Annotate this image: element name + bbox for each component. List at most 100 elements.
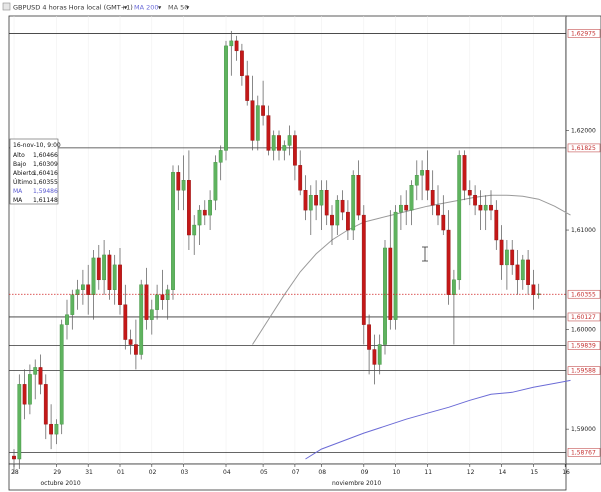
candle-body — [346, 211, 350, 231]
candle-body — [208, 199, 212, 216]
candle-body — [224, 45, 228, 151]
ma50-legend-label[interactable]: MA 50 — [168, 4, 188, 12]
candle-body — [308, 194, 313, 211]
info-box: 16-nov-10, 9:00 Alto 1,60466 Bajo 1,6030… — [9, 138, 61, 205]
candle-body — [80, 284, 85, 290]
candle — [494, 200, 499, 250]
candle — [436, 185, 440, 226]
info-value-ma200: 1,59486 — [33, 188, 58, 195]
candle — [192, 215, 197, 255]
candle-body — [436, 204, 440, 216]
candle — [483, 195, 488, 231]
candle — [181, 155, 186, 211]
price-tag-box — [567, 448, 601, 457]
candle — [208, 190, 212, 231]
candle — [54, 419, 59, 445]
candle-body — [54, 423, 59, 435]
candle — [165, 284, 170, 320]
price-tag-box — [567, 366, 601, 375]
date-axis: 28 29 31 01 02 03 04 05 07 08 09 10 11 12 14 15 16 octubr… — [11, 464, 570, 487]
price-tick-label: 1,62000 — [571, 127, 596, 134]
candle-body — [457, 155, 462, 281]
candle — [271, 130, 276, 161]
candle — [261, 80, 265, 126]
candle-body — [107, 254, 112, 290]
date-tick-label: 03 — [181, 469, 189, 476]
title-dropdown-icon[interactable]: ▾ — [124, 4, 128, 12]
candle-body — [531, 284, 536, 295]
candle — [383, 240, 387, 355]
price-tag-label: 1,58767 — [571, 449, 596, 456]
candle-body — [176, 172, 181, 191]
candle — [250, 75, 255, 151]
candle — [293, 130, 297, 181]
candle-body — [181, 180, 186, 191]
candle-body — [229, 40, 234, 47]
info-label-ma200: MA — [13, 188, 23, 195]
candle — [17, 374, 22, 469]
price-tags: 1,62975 1,61825 1,60355 1,60127 1,59839 1,595… — [567, 29, 601, 457]
candle-body — [33, 367, 38, 375]
candle-body — [239, 50, 244, 76]
candle-body — [303, 190, 308, 211]
candle — [59, 319, 64, 435]
info-value-ma50: 1,61148 — [33, 197, 58, 204]
candle-body — [65, 314, 69, 325]
candle-body — [102, 254, 107, 281]
candle-body — [165, 289, 170, 300]
info-value-alto: 1,60466 — [33, 152, 58, 159]
candle — [473, 185, 477, 216]
price-tick-label: 1,60000 — [571, 327, 596, 334]
candle — [505, 240, 509, 290]
candle — [314, 180, 318, 221]
candle-body — [22, 384, 27, 405]
candle — [330, 205, 334, 245]
candle-body — [12, 455, 16, 460]
candle-body — [425, 170, 430, 191]
chart-header: GBPUSD 4 horas Hora local (GMT+1) ▾ MA 2… — [2, 2, 190, 12]
ma50-dropdown-icon[interactable]: ▾ — [186, 4, 190, 12]
info-label-ma50: MA — [13, 197, 23, 204]
candle — [160, 269, 165, 310]
price-tag-box — [567, 312, 601, 322]
date-tick-label: 10 — [393, 469, 401, 476]
price-tag-label: 1,60127 — [571, 314, 596, 321]
candle — [86, 264, 91, 315]
candle — [367, 314, 371, 375]
candle-body — [319, 190, 324, 206]
gridlines — [13, 16, 566, 464]
candle-body — [520, 259, 525, 281]
candle-body — [393, 211, 398, 320]
candle-body — [70, 294, 75, 315]
candle-body — [420, 170, 424, 176]
candle-body — [271, 135, 276, 151]
date-tick-label: 09 — [361, 469, 369, 476]
candle — [33, 359, 38, 400]
candle-body — [430, 190, 435, 206]
price-tick-label: 1,59000 — [571, 426, 596, 433]
price-tag-label: 1,60355 — [571, 291, 596, 298]
instrument-swatch — [2, 2, 11, 11]
candle-body — [91, 257, 96, 295]
candle-body — [494, 209, 499, 241]
candle-body — [467, 190, 472, 196]
info-value-ultimo: 1,60355 — [33, 179, 58, 186]
candle-body — [314, 194, 318, 206]
info-datetime: 16-nov-10, 9:00 — [13, 142, 61, 149]
candle — [361, 205, 366, 345]
candle — [335, 195, 340, 236]
candle-body — [499, 239, 504, 266]
ma200-legend-label[interactable]: MA 200 — [134, 4, 159, 12]
candle-body — [372, 349, 377, 365]
date-tick-label: 04 — [223, 469, 231, 476]
candle-body — [28, 374, 32, 405]
candle — [28, 364, 32, 415]
candle-body — [255, 105, 260, 141]
ma200-dropdown-icon[interactable]: ▾ — [158, 4, 162, 12]
price-axis-frame — [565, 15, 601, 465]
candle — [346, 200, 350, 240]
candle — [319, 180, 324, 231]
candle — [266, 105, 271, 156]
candle-body — [144, 284, 149, 320]
